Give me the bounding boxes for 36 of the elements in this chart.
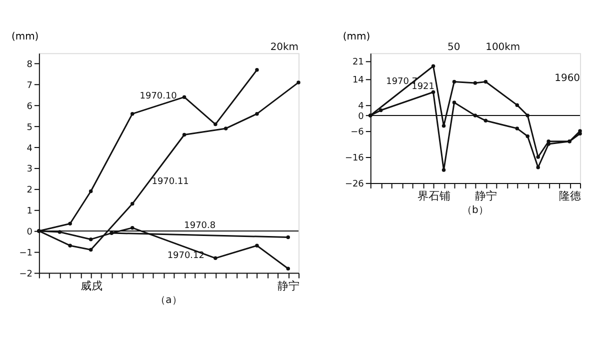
y-tick-label: 0 [26, 227, 33, 238]
x-tick-label: 隆德 [559, 189, 582, 202]
y-tick-label: 2 [26, 186, 32, 196]
y-tick-label: −1 [19, 248, 32, 258]
y-tick-label: −2 [19, 269, 32, 280]
annotation: 1960 [554, 73, 580, 84]
text: （b） [462, 204, 488, 216]
y-tick-label: −16 [344, 153, 364, 164]
x-tick-label: 静宁 [475, 189, 498, 202]
y-axis-title: (mm) [11, 32, 39, 43]
y-tick-label: −26 [344, 179, 364, 190]
series-label: 1970.11 [152, 177, 189, 188]
y-tick-label: 4 [26, 144, 33, 154]
series-label: 1970.12 [167, 250, 204, 261]
series-label: 1921 [412, 82, 434, 92]
series-label: 1970.10 [140, 91, 178, 102]
y-tick-label: −6 [350, 128, 364, 138]
series-label: 1970.8 [184, 221, 216, 232]
y-tick-label: 1 [26, 206, 32, 217]
y-tick-label: 14 [352, 76, 364, 86]
y-tick-label: 0 [358, 112, 364, 122]
annotation: 20km [270, 42, 298, 54]
y-tick-label: 21 [352, 57, 364, 68]
y-tick-label: 7 [26, 81, 32, 92]
y-axis-title: (mm) [342, 32, 370, 43]
y-tick-label: 3 [26, 164, 32, 175]
text: 100km [486, 42, 520, 54]
y-tick-label: 6 [26, 102, 33, 112]
x-tick-label: 静宁 [278, 279, 300, 292]
x-tick-label: 界石铺 [417, 189, 450, 202]
y-tick-label: 5 [26, 122, 32, 133]
text: （a） [156, 294, 182, 306]
y-tick-label: 8 [26, 60, 33, 70]
text: 50 [448, 42, 460, 54]
x-tick-label: 威戌 [80, 279, 102, 292]
y-tick-label: 4 [358, 102, 364, 112]
